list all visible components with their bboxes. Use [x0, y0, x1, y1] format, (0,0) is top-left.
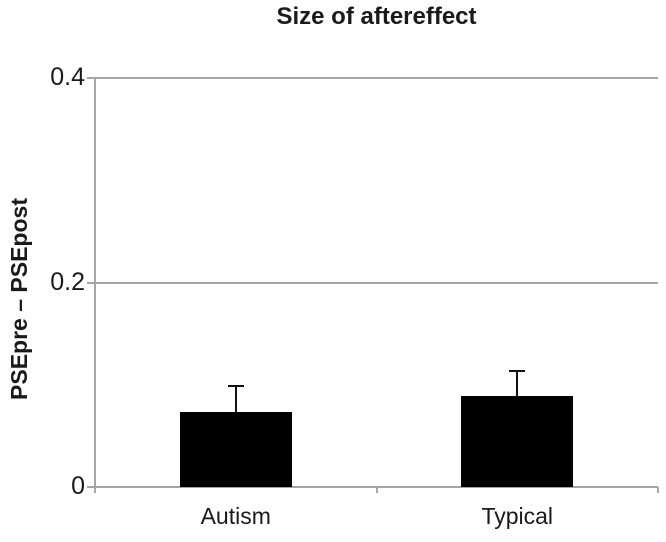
- y-tick-label: 0: [71, 472, 85, 500]
- y-axis-label: PSEpre – PSEpost: [6, 198, 32, 400]
- chart-title: Size of aftereffect: [276, 3, 477, 30]
- x-category-label-autism: Autism: [200, 503, 271, 529]
- data-bar-typical: [461, 395, 574, 487]
- y-gridline: [87, 77, 658, 79]
- error-bar-cap: [227, 384, 244, 387]
- data-bar-autism: [179, 412, 292, 487]
- y-tick-label: 0.2: [50, 267, 85, 296]
- error-bar-stem: [234, 385, 237, 413]
- error-bar-stem: [516, 371, 519, 396]
- x-axis-line: [87, 486, 658, 488]
- y-gridline: [87, 281, 658, 284]
- y-axis-line: [94, 78, 96, 493]
- x-axis-tick: [657, 487, 659, 493]
- x-axis-tick: [375, 487, 378, 493]
- x-category-label-typical: Typical: [481, 503, 554, 529]
- y-tick-label: 0.4: [50, 63, 85, 91]
- error-bar-cap: [509, 370, 526, 373]
